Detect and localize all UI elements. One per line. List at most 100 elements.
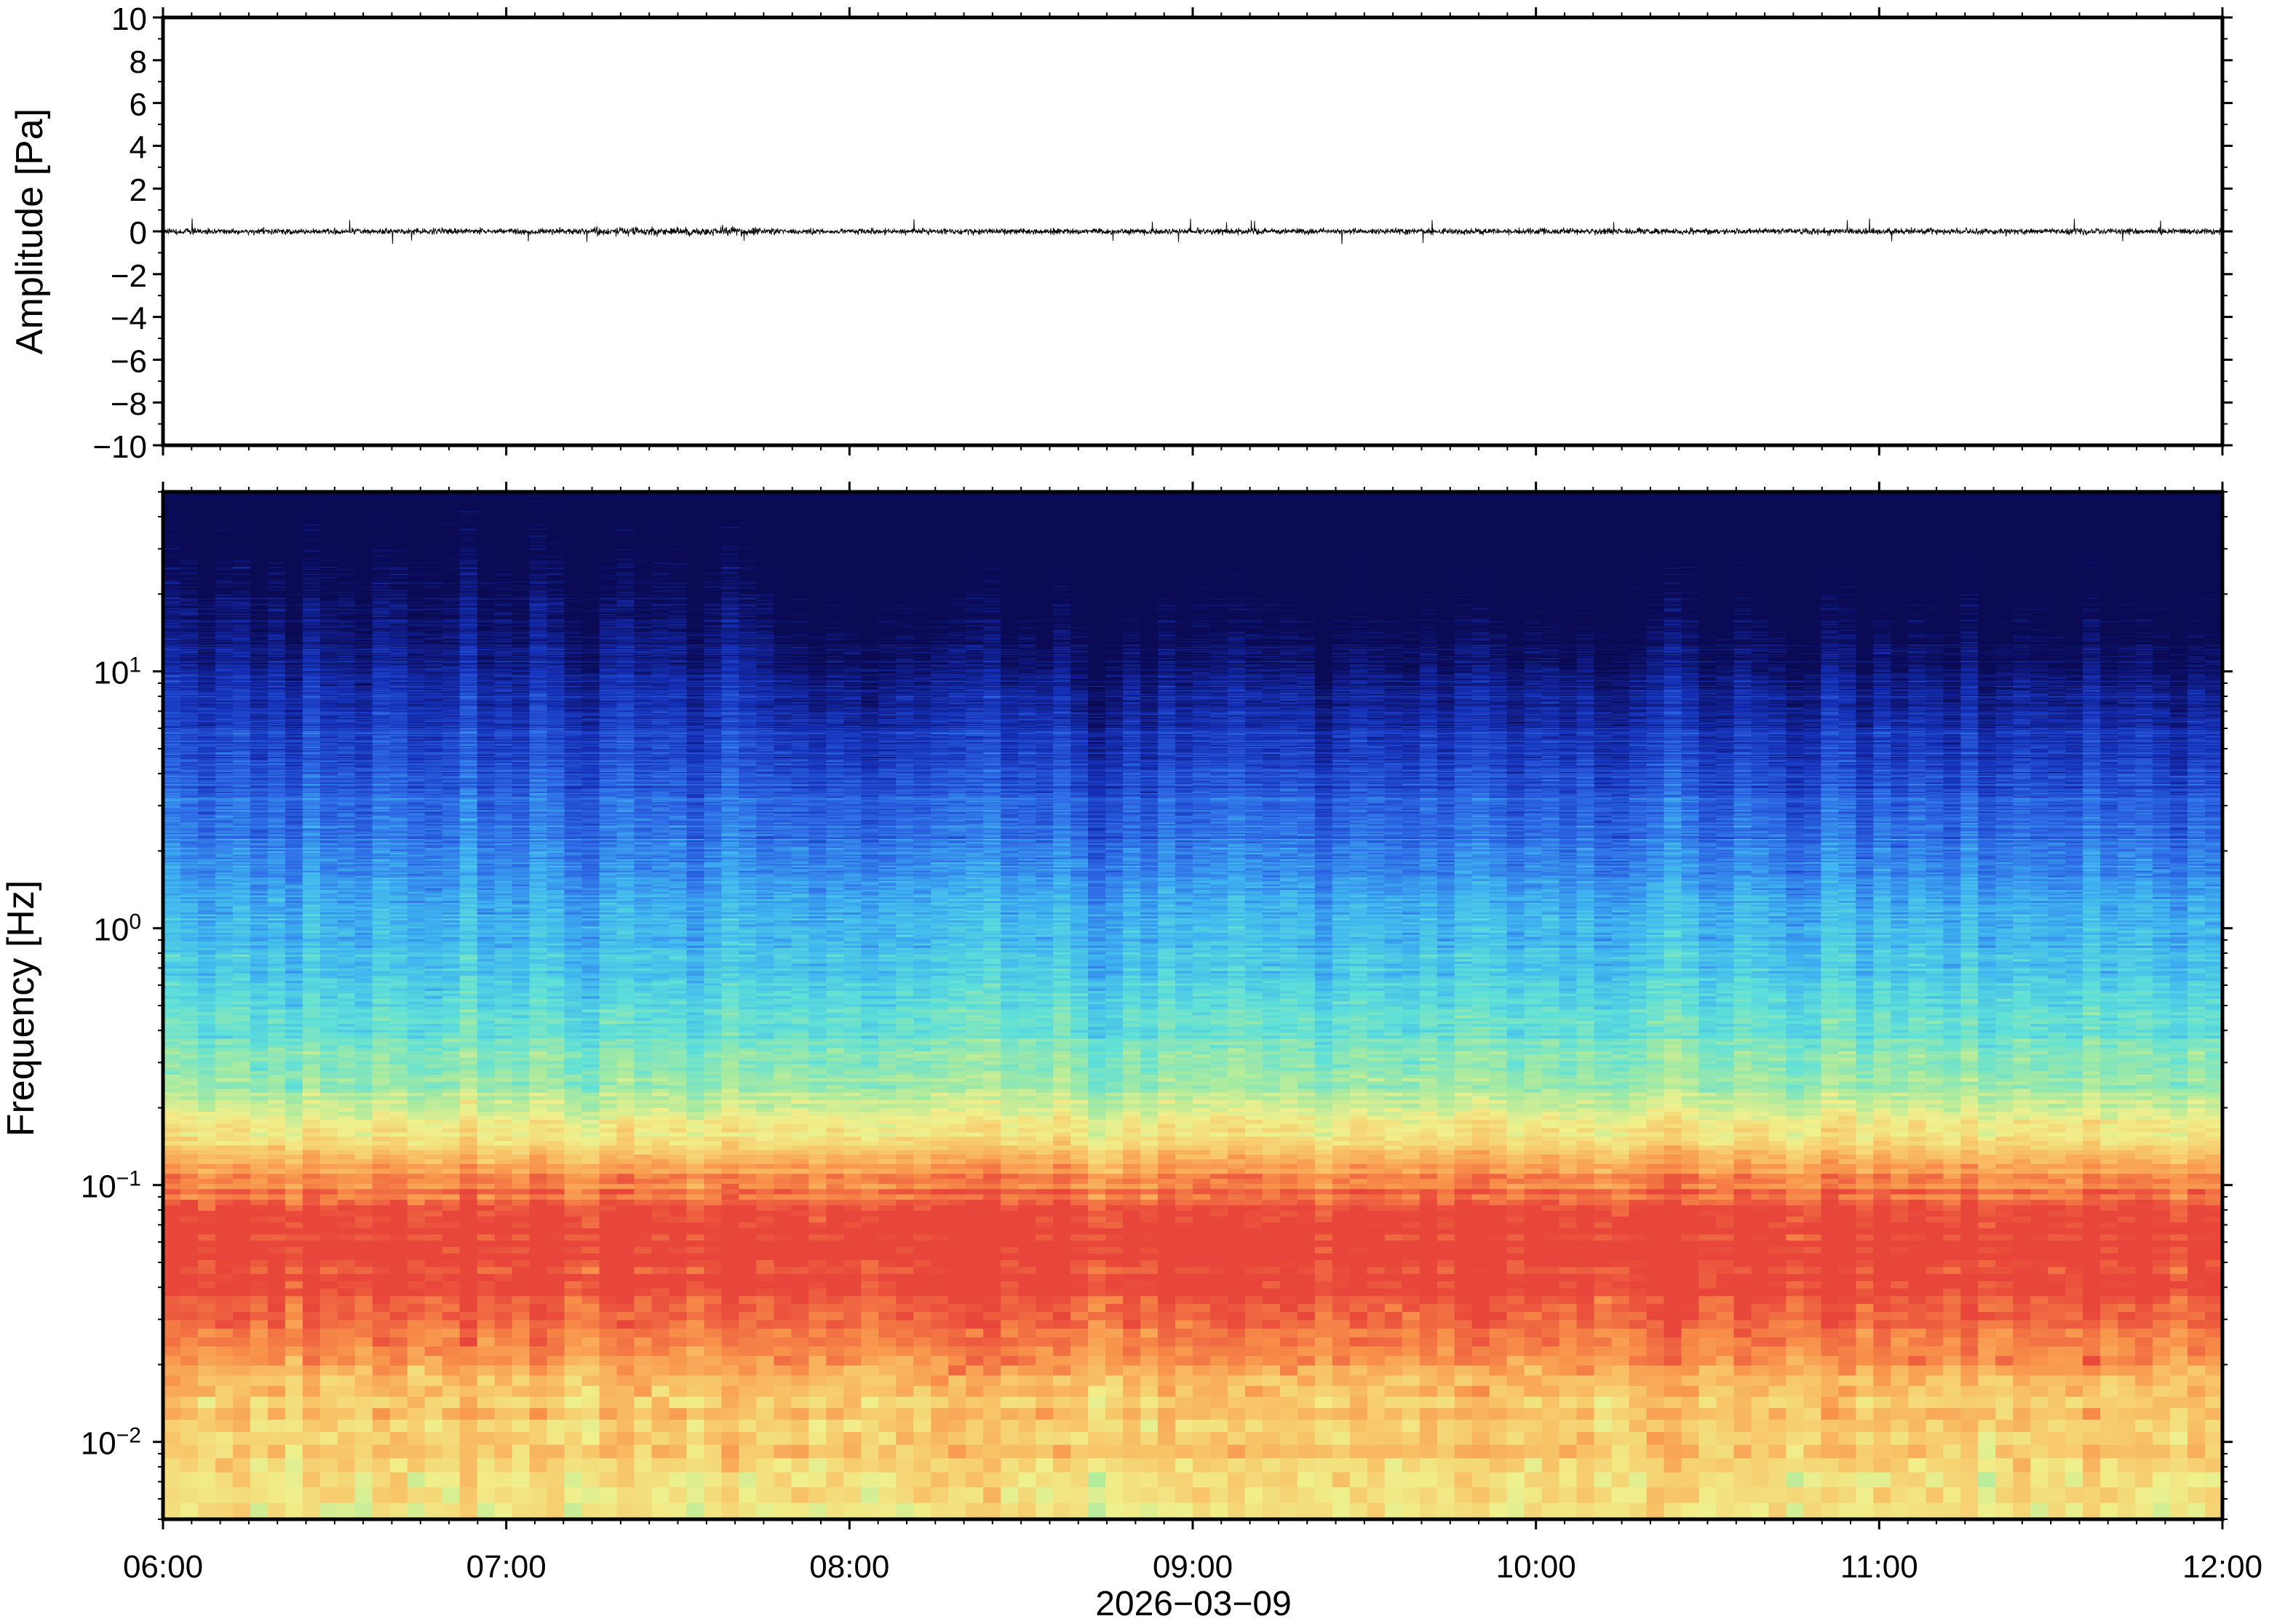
heatmap-cell [1350,1365,1368,1375]
heatmap-cell [1647,1234,1665,1241]
heatmap-cell [1612,1432,1630,1445]
heatmap-cell [739,1502,757,1520]
heatmap-cell [1245,1288,1263,1296]
heatmap-cell [2187,1312,2206,1321]
heatmap-cell [285,1458,303,1473]
heatmap-cell [1786,1385,1804,1397]
heatmap-cell [355,1199,373,1205]
heatmap-cell [1053,1222,1071,1228]
heatmap-cell [390,1444,408,1458]
heatmap-cell [756,1228,774,1235]
heatmap-cell [1228,1273,1246,1281]
heatmap-cell [1280,1281,1298,1289]
heatmap-cell [1926,1241,1944,1247]
heatmap-cell [1768,1296,1787,1304]
heatmap-cell [1123,1420,1141,1432]
heatmap-cell [1542,1222,1560,1228]
heatmap-cell [1856,1199,1874,1205]
heatmap-cell [1263,1246,1281,1254]
heatmap-cell [2065,1234,2083,1241]
heatmap-cell [1455,1502,1473,1520]
heatmap-cell [826,1211,844,1217]
heatmap-cell [2170,1253,2188,1260]
heatmap-cell [1960,1444,1979,1458]
heatmap-cell [1455,1356,1473,1366]
heatmap-cell [460,1329,478,1338]
heatmap-cell [1332,1273,1351,1281]
heatmap-cell [460,1346,478,1356]
heatmap-cell [1577,1346,1595,1356]
heatmap-cell [1559,1320,1578,1329]
heatmap-cell [861,1458,879,1473]
heatmap-cell [320,1356,338,1366]
heatmap-cell [512,1205,531,1211]
heatmap-cell [1298,1502,1316,1520]
heatmap-cell [1995,1228,2014,1235]
heatmap-cell [1838,1194,1856,1200]
heatmap-cell [565,1267,583,1274]
heatmap-cell [477,1241,496,1247]
heatmap-cell [495,1472,513,1487]
heatmap-cell [215,1281,234,1289]
heatmap-cell [215,1194,234,1200]
heatmap-cell [878,1234,897,1241]
heatmap-cell [2065,1222,2083,1228]
heatmap-cell [1490,1472,1508,1487]
heatmap-cell [2013,1228,2031,1235]
heatmap-cell [2013,1502,2031,1520]
heatmap-cell [408,1420,426,1432]
heatmap-cell [1960,1472,1979,1487]
heatmap-cell [215,1241,234,1247]
heatmap-cell [913,1420,931,1432]
heatmap-cell [2170,1420,2188,1432]
heatmap-cell [1629,1234,1648,1241]
heatmap-cell [1612,1329,1630,1338]
heatmap-cell [1612,1396,1630,1408]
heatmap-cell [861,1312,879,1321]
heatmap-cell [878,1365,897,1375]
heatmap-cell [1542,1281,1560,1289]
heatmap-cell [285,1253,303,1260]
heatmap-cell [1542,1356,1560,1366]
heatmap-cell [861,1246,879,1254]
heatmap-cell [198,1444,216,1458]
heatmap-cell [233,1346,251,1356]
heatmap-cell [477,1320,496,1329]
heatmap-cell [1664,1432,1682,1445]
heatmap-cell [826,1246,844,1254]
heatmap-cell [1350,1375,1368,1386]
heatmap-cell [1682,1259,1700,1267]
heatmap-cell [1490,1234,1508,1241]
heatmap-cell [1559,1222,1578,1228]
heatmap-cell [1856,1273,1874,1281]
heatmap-cell [442,1267,461,1274]
heatmap-cell [1105,1472,1124,1487]
heatmap-cell [373,1281,391,1289]
heatmap-cell [268,1420,286,1432]
heatmap-cell [1926,1329,1944,1338]
heatmap-cell [1367,1458,1386,1473]
heatmap-cell [268,1222,286,1228]
heatmap-cell [896,1420,914,1432]
heatmap-cell [1873,1337,1891,1347]
heatmap-cell [931,1246,949,1254]
heatmap-cell [1280,1222,1298,1228]
heatmap-cell [1140,1356,1159,1366]
heatmap-cell [1175,1288,1193,1296]
heatmap-cell [1559,1375,1578,1386]
heatmap-cell [1332,1385,1351,1397]
heatmap-cell [1315,1194,1333,1200]
heatmap-cell [460,1458,478,1473]
heatmap-cell [1402,1396,1420,1408]
heatmap-cell [1140,1337,1159,1347]
heatmap-cell [233,1281,251,1289]
heatmap-cell [843,1216,862,1222]
heatmap-cell [355,1408,373,1420]
heatmap-cell [1332,1199,1351,1205]
heatmap-cell [1525,1296,1543,1304]
heatmap-cell [1803,1420,1821,1432]
heatmap-cell [2118,1194,2136,1200]
heatmap-cell [1105,1365,1124,1375]
heatmap-cell [1682,1205,1700,1211]
heatmap-cell [931,1234,949,1241]
